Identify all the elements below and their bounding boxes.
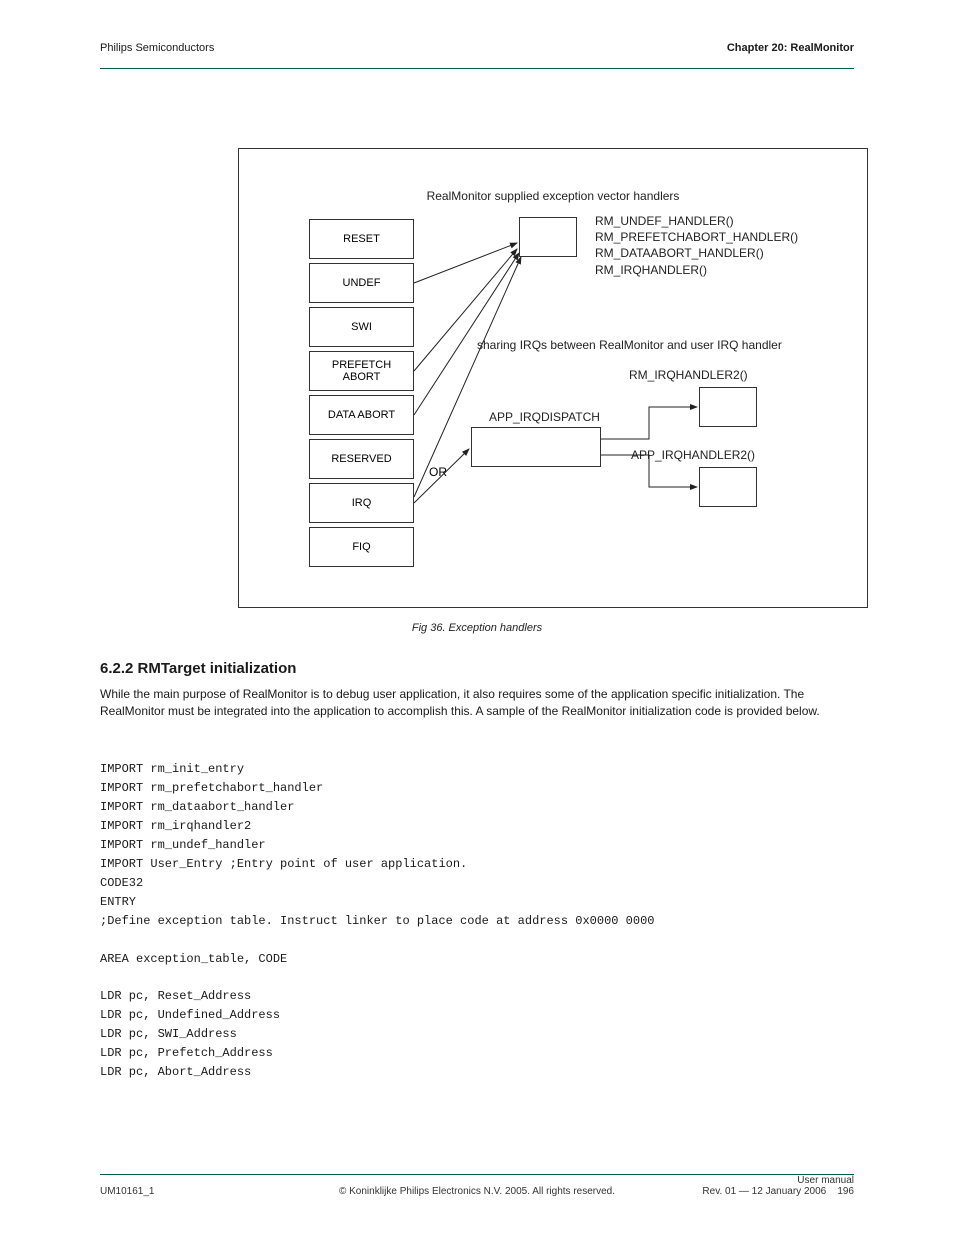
footer-right-page: 196: [837, 1186, 854, 1197]
figure-caption: Fig 36. Exception handlers: [0, 622, 954, 634]
footer-right-label: User manual: [797, 1175, 854, 1186]
header-rule: [100, 68, 854, 69]
exception-handlers-diagram: RealMonitor supplied exception vector ha…: [238, 148, 868, 608]
code-block: IMPORT rm_init_entry IMPORT rm_prefetcha…: [100, 760, 880, 1082]
header-chapter: Chapter 20: RealMonitor: [727, 42, 854, 54]
header-company: Philips Semiconductors: [100, 42, 214, 54]
footer-right: User manual Rev. 01 — 12 January 2006 19…: [702, 1175, 854, 1197]
diagram-arrows: [239, 149, 869, 609]
section-paragraph: While the main purpose of RealMonitor is…: [100, 686, 860, 721]
footer-right-rev: Rev. 01 — 12 January 2006: [702, 1186, 826, 1197]
section-heading: 6.2.2 RMTarget initialization: [100, 660, 296, 677]
